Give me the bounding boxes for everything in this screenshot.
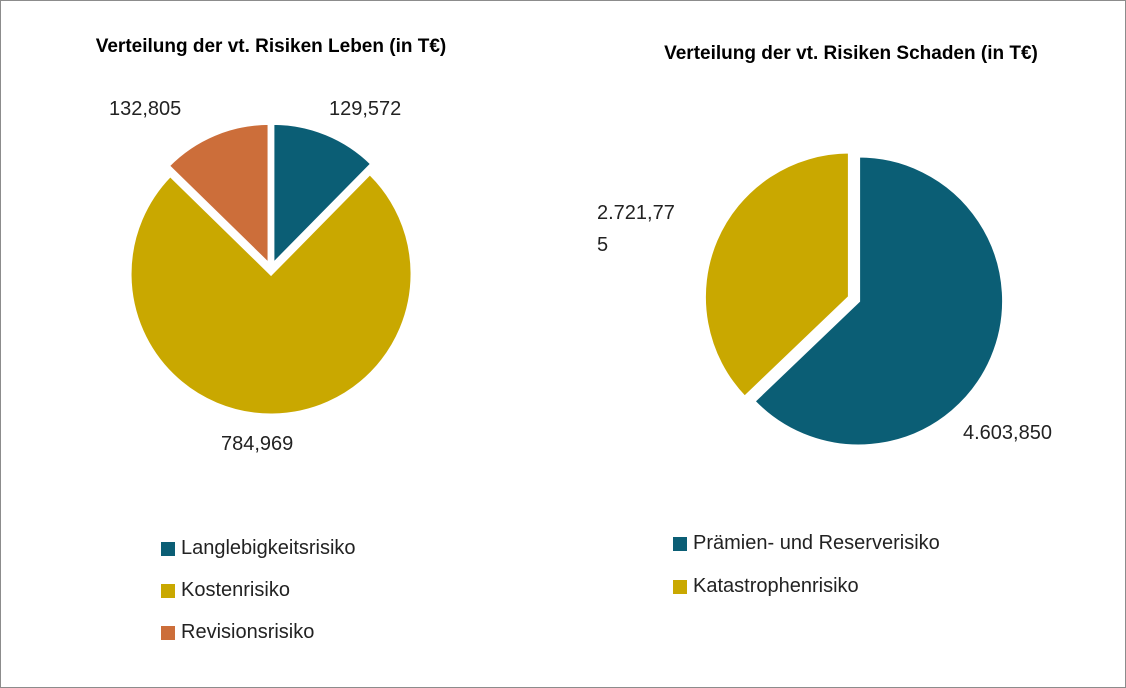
data-label: 784,969 (221, 433, 294, 455)
pie-slice (751, 154, 1006, 448)
legend-label: Kostenrisiko (181, 579, 290, 601)
legend-swatch (161, 625, 175, 640)
data-label: 132,805 (109, 98, 182, 120)
legend-item: Revisionsrisiko (161, 621, 314, 644)
legend-item: Prämien- und Reserverisiko (673, 532, 940, 555)
legend-label: Katastrophenrisiko (693, 575, 859, 597)
legend-swatch (673, 579, 687, 594)
legend-swatch (161, 583, 175, 598)
legend-label: Langlebigkeitsrisiko (181, 537, 356, 559)
pie-slice (128, 171, 414, 417)
pie-slice (702, 150, 851, 400)
legend-label: Revisionsrisiko (181, 621, 315, 643)
legend-item: Langlebigkeitsrisiko (161, 537, 356, 560)
chart-title: Verteilung der vt. Risiken Schaden (in T… (664, 43, 1038, 64)
data-label: 2.721,775 (597, 202, 675, 256)
legend-swatch (161, 541, 175, 556)
legend-item: Katastrophenrisiko (673, 575, 859, 598)
legend-label: Prämien- und Reserverisiko (693, 532, 940, 554)
pie-slice (271, 121, 374, 269)
legend-item: Kostenrisiko (161, 579, 290, 602)
data-label: 129,572 (329, 98, 402, 120)
data-label: 4.603,850 (963, 422, 1052, 444)
pie-slice (166, 121, 271, 268)
legend-swatch (673, 536, 687, 551)
chart-title: Verteilung der vt. Risiken Leben (in T€) (95, 36, 447, 57)
